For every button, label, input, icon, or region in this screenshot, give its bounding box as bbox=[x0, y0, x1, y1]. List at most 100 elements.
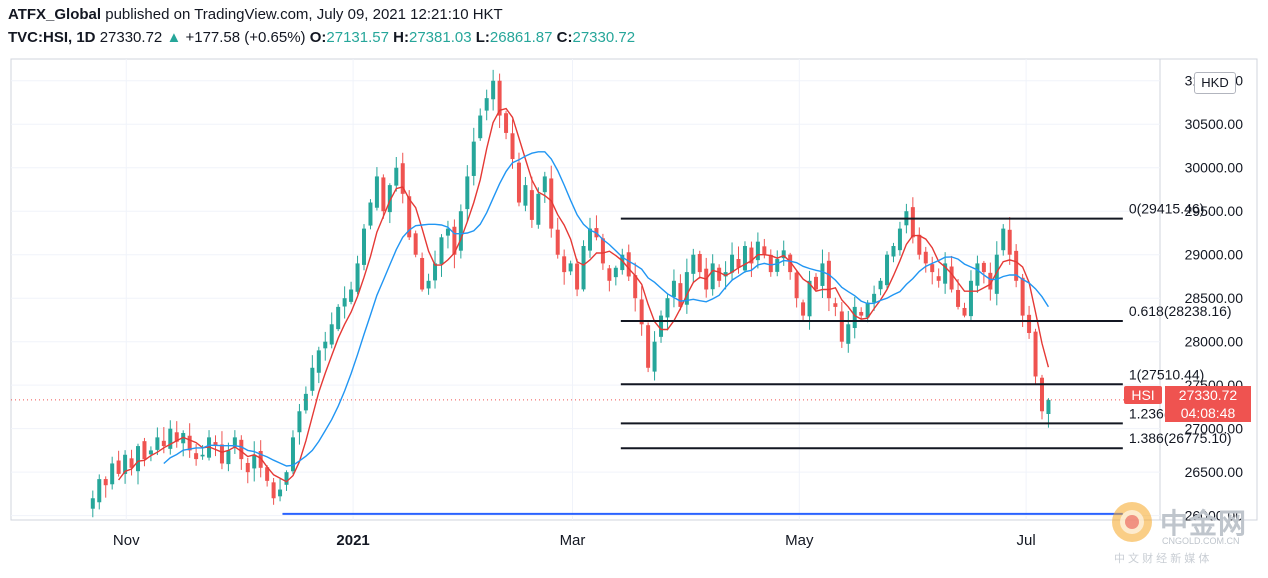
candle-body bbox=[839, 311, 844, 342]
candle-body bbox=[865, 302, 870, 318]
candle-body bbox=[381, 177, 386, 212]
candle-body bbox=[885, 254, 890, 286]
price-tick-label: 30500.00 bbox=[1185, 116, 1244, 132]
fib-level-label: 1(27510.44) bbox=[1129, 366, 1205, 382]
candle-body bbox=[471, 141, 476, 176]
candle-body bbox=[426, 280, 431, 289]
candle-body bbox=[833, 303, 838, 307]
candle-body bbox=[362, 228, 367, 265]
candle-body bbox=[717, 267, 722, 281]
candle-body bbox=[387, 185, 392, 213]
candle-body bbox=[420, 257, 425, 290]
publisher-name[interactable]: ATFX_Global bbox=[8, 6, 102, 23]
fib-level-label: 0(29415.46) bbox=[1129, 201, 1205, 217]
candle-body bbox=[1039, 377, 1044, 412]
candle-body bbox=[678, 283, 683, 307]
candle-body bbox=[245, 462, 250, 473]
watermark-logo: 中金网 CNGOLD.COM.CN 中 文 财 经 新 媒 体 bbox=[1108, 496, 1268, 573]
candle-body bbox=[775, 259, 780, 272]
candle-body bbox=[826, 260, 831, 299]
candle-body bbox=[581, 246, 586, 290]
candle-body bbox=[413, 233, 418, 255]
candle-body bbox=[529, 190, 534, 220]
candle-body bbox=[852, 306, 857, 329]
candle-body bbox=[433, 263, 438, 281]
candle-body bbox=[975, 263, 980, 286]
candle-body bbox=[497, 80, 502, 116]
grid-lines bbox=[11, 59, 1160, 520]
candle-body bbox=[607, 268, 612, 281]
high-value: 27381.03 bbox=[408, 29, 472, 46]
candle-body bbox=[187, 435, 192, 451]
candle-body bbox=[981, 262, 986, 273]
candle-body bbox=[968, 280, 973, 317]
candle-body bbox=[252, 454, 257, 469]
price-axis-ticks[interactable]: 31000.0030500.0030000.0029500.0029000.00… bbox=[1185, 73, 1244, 524]
watermark-cn: 中金网 bbox=[1160, 508, 1248, 539]
candle-body bbox=[730, 254, 735, 273]
price-tick-label: 30000.00 bbox=[1185, 160, 1244, 176]
candle-body bbox=[988, 272, 993, 290]
candle-body bbox=[910, 207, 915, 238]
candle-body bbox=[349, 289, 354, 302]
candle-body bbox=[478, 115, 483, 139]
low-label: L: bbox=[475, 29, 490, 46]
candle-body bbox=[994, 254, 999, 294]
bar-countdown-tag: 04:08:48 bbox=[1165, 404, 1251, 422]
candle-body bbox=[116, 460, 121, 474]
time-tick-label: Mar bbox=[560, 532, 586, 549]
candle-body bbox=[846, 324, 851, 344]
candle-body bbox=[807, 280, 812, 317]
time-axis-ticks[interactable]: Nov 2021 Mar May Jul bbox=[113, 532, 1036, 549]
candle-body bbox=[723, 272, 728, 277]
candle-body bbox=[394, 167, 399, 186]
candle-body bbox=[484, 98, 489, 111]
candle-body bbox=[400, 163, 405, 194]
candle-body bbox=[620, 254, 625, 271]
candle-body bbox=[820, 263, 825, 286]
time-tick-label: Nov bbox=[113, 532, 140, 549]
candle-body bbox=[613, 267, 618, 278]
candle-body bbox=[1014, 250, 1019, 281]
price-tick-label: 28000.00 bbox=[1185, 334, 1244, 350]
candle-body bbox=[239, 439, 244, 460]
candle-body bbox=[917, 234, 922, 255]
candle-body bbox=[536, 193, 541, 225]
candle-body bbox=[97, 479, 102, 503]
candle-body bbox=[930, 264, 935, 273]
currency-label[interactable]: HKD bbox=[1194, 72, 1236, 94]
candle-body bbox=[323, 341, 328, 349]
candle-body bbox=[962, 307, 967, 316]
price-tick-label: 27000.00 bbox=[1185, 421, 1244, 437]
candle-body bbox=[600, 238, 605, 264]
candle-body bbox=[110, 463, 115, 485]
last-price: 27330.72 bbox=[99, 29, 163, 46]
candle-body bbox=[374, 176, 379, 208]
chart-header-line2: TVC:HSI, 1D 27330.72 ▲ +177.58 (+0.65%) … bbox=[8, 29, 635, 46]
candle-body bbox=[271, 482, 276, 499]
candle-body bbox=[897, 228, 902, 251]
candle-body bbox=[684, 272, 689, 305]
candle-body bbox=[136, 446, 141, 472]
candle-body bbox=[278, 489, 283, 497]
fib-level-label: 1.386(26775.10) bbox=[1129, 430, 1232, 446]
candle-body bbox=[542, 176, 547, 193]
candle-body bbox=[794, 272, 799, 299]
candle-body bbox=[956, 289, 961, 307]
high-label: H: bbox=[393, 29, 409, 46]
price-change: +177.58 (+0.65%) bbox=[185, 29, 306, 46]
moving-averages-group bbox=[118, 107, 1050, 483]
candle-body bbox=[297, 411, 302, 433]
candle-body bbox=[155, 437, 160, 450]
candle-body bbox=[174, 432, 179, 442]
symbol-label[interactable]: TVC:HSI, 1D bbox=[8, 29, 96, 46]
candle-body bbox=[562, 256, 567, 273]
candle-body bbox=[148, 450, 153, 455]
price-tick-label: 26000.00 bbox=[1185, 508, 1244, 524]
candle-body bbox=[872, 293, 877, 303]
fib-level-label: 0.618(28238.16) bbox=[1129, 303, 1232, 319]
low-value: 26861.87 bbox=[489, 29, 553, 46]
candle-body bbox=[265, 467, 270, 481]
watermark-url: CNGOLD.COM.CN bbox=[1162, 536, 1240, 546]
